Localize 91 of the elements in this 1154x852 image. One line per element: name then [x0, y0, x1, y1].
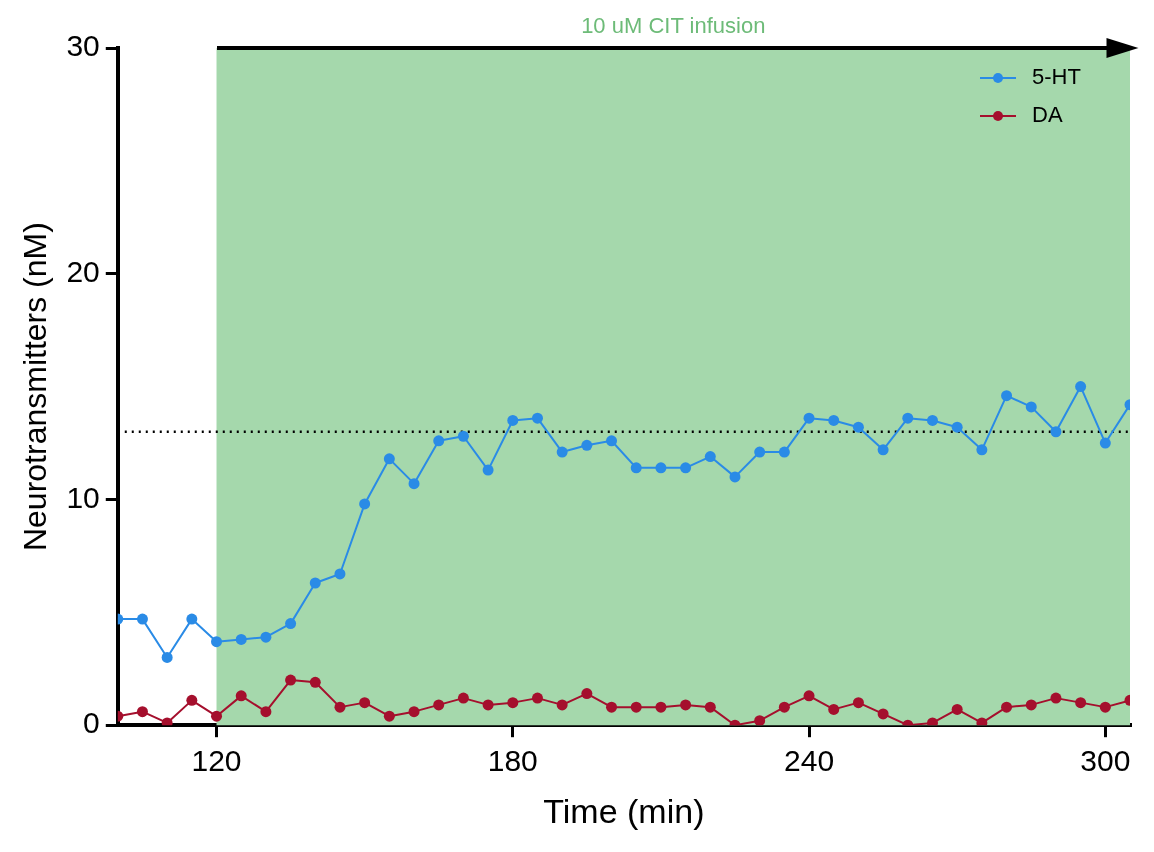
- point: [457, 430, 469, 442]
- point: [778, 701, 790, 713]
- point: [926, 414, 938, 426]
- point: [729, 471, 741, 483]
- point: [828, 703, 840, 715]
- point: [704, 701, 716, 713]
- legend-label: DA: [1032, 102, 1063, 128]
- point: [334, 568, 346, 580]
- point: [556, 699, 568, 711]
- point: [235, 690, 247, 702]
- point: [606, 435, 618, 447]
- point: [778, 446, 790, 458]
- point: [507, 697, 519, 709]
- point: [1001, 701, 1013, 713]
- point: [285, 618, 297, 630]
- point: [359, 498, 371, 510]
- point: [309, 676, 321, 688]
- point: [211, 710, 223, 722]
- point: [630, 462, 642, 474]
- point: [1075, 381, 1087, 393]
- point: [926, 717, 938, 726]
- point: [334, 701, 346, 713]
- y-tick-label: 30: [66, 29, 100, 63]
- point: [260, 706, 272, 718]
- point: [754, 446, 766, 458]
- x-axis-title: Time (min): [543, 791, 705, 830]
- point: [976, 444, 988, 456]
- y-tick-label: 10: [66, 480, 100, 514]
- point: [655, 462, 667, 474]
- point: [976, 717, 988, 726]
- point: [482, 464, 494, 476]
- point: [754, 715, 766, 726]
- point: [186, 694, 198, 706]
- point: [408, 706, 420, 718]
- point: [877, 444, 889, 456]
- point: [457, 692, 469, 704]
- point: [383, 453, 395, 465]
- point: [828, 414, 840, 426]
- point: [1025, 699, 1037, 711]
- x-tick-label: 300: [1080, 744, 1131, 778]
- point: [136, 613, 148, 625]
- point: [531, 692, 543, 704]
- x-tick-label: 120: [191, 744, 242, 778]
- point: [951, 421, 963, 433]
- point: [235, 633, 247, 645]
- x-tick-label: 180: [487, 744, 538, 778]
- point: [136, 706, 148, 718]
- point: [1050, 426, 1062, 438]
- point: [1099, 701, 1111, 713]
- point: [433, 699, 445, 711]
- point: [680, 699, 692, 711]
- point: [1075, 697, 1087, 709]
- y-tick-label: 20: [66, 255, 100, 288]
- point: [581, 688, 593, 700]
- band-label: 10 uM CIT infusion: [581, 13, 766, 39]
- point: [211, 636, 223, 648]
- point: [704, 451, 716, 463]
- legend-label: 5-HT: [1032, 64, 1081, 90]
- point: [482, 699, 494, 711]
- point: [606, 701, 618, 713]
- point: [260, 631, 272, 643]
- point: [902, 412, 914, 424]
- point: [803, 690, 815, 702]
- point: [877, 708, 889, 720]
- point: [655, 701, 667, 713]
- point: [359, 697, 371, 709]
- point: [408, 478, 420, 490]
- point: [433, 435, 445, 447]
- point: [581, 439, 593, 451]
- point: [951, 703, 963, 715]
- point: [507, 414, 519, 426]
- point: [852, 697, 864, 709]
- point: [186, 613, 198, 625]
- point: [1001, 390, 1013, 402]
- point: [531, 412, 543, 424]
- point: [556, 446, 568, 458]
- y-axis-title: Neurotransmitters (nM): [17, 222, 54, 552]
- point: [161, 717, 173, 726]
- point: [285, 674, 297, 686]
- point: [383, 710, 395, 722]
- x-tick-label: 240: [784, 744, 835, 778]
- point: [161, 651, 173, 663]
- point: [309, 577, 321, 589]
- point: [630, 701, 642, 713]
- point: [680, 462, 692, 474]
- point: [852, 421, 864, 433]
- point: [803, 412, 815, 424]
- point: [1050, 692, 1062, 704]
- point: [1025, 401, 1037, 413]
- point: [1099, 437, 1111, 449]
- y-tick-label: 0: [83, 706, 100, 740]
